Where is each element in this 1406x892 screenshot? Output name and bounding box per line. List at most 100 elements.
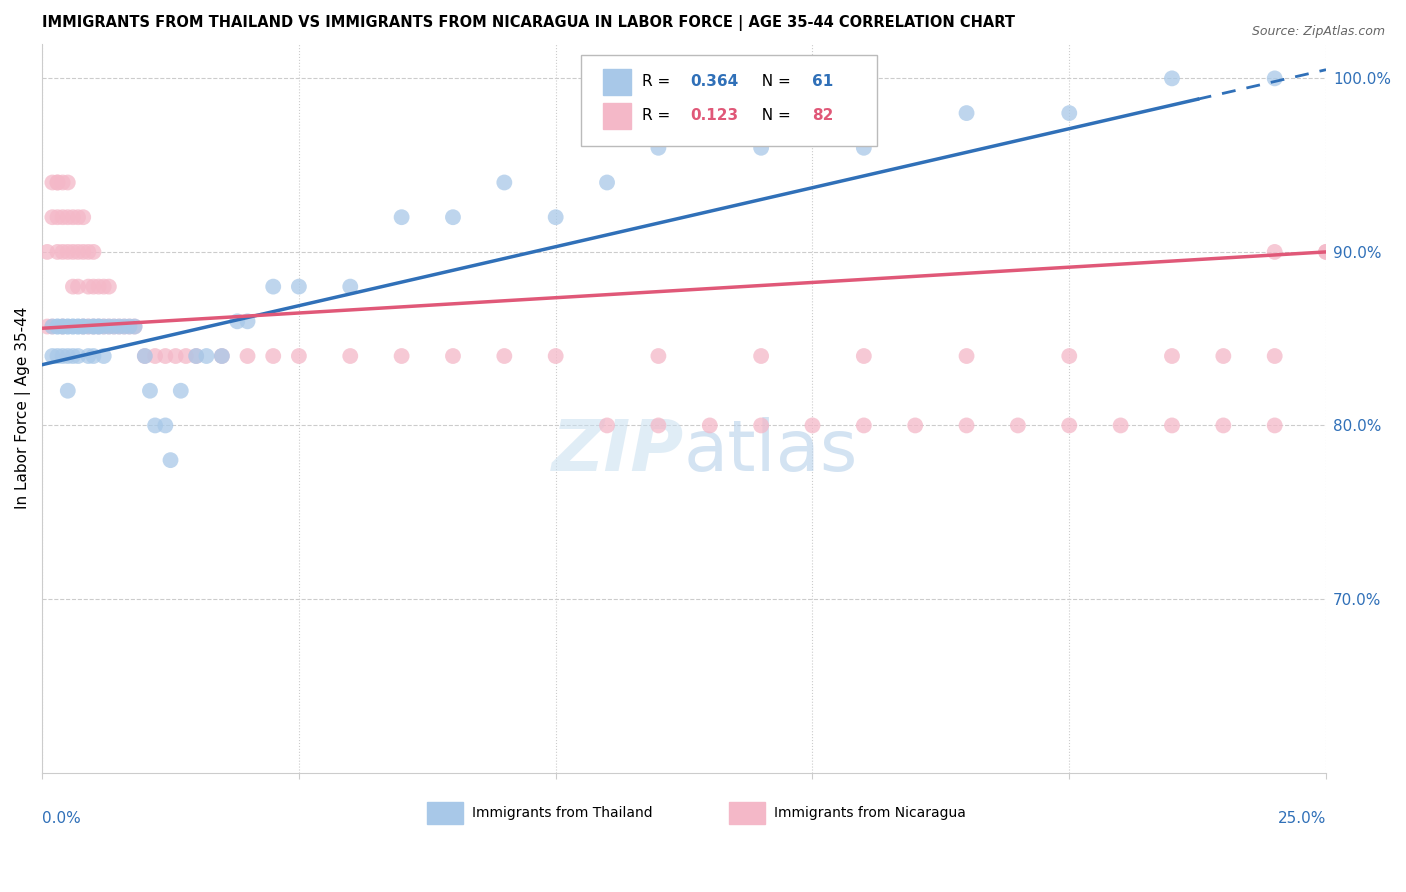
Point xyxy=(596,418,619,433)
Point xyxy=(87,319,110,334)
Text: IMMIGRANTS FROM THAILAND VS IMMIGRANTS FROM NICARAGUA IN LABOR FORCE | AGE 35-44: IMMIGRANTS FROM THAILAND VS IMMIGRANTS F… xyxy=(42,15,1015,31)
Point xyxy=(97,279,120,293)
Point xyxy=(226,314,249,328)
Point xyxy=(72,244,94,259)
Bar xyxy=(427,802,463,823)
Point xyxy=(97,319,120,334)
Point xyxy=(41,319,63,334)
Point xyxy=(82,279,104,293)
Point xyxy=(236,314,259,328)
Point xyxy=(699,418,721,433)
Point xyxy=(118,319,141,334)
Point xyxy=(52,319,75,334)
Point xyxy=(749,349,772,363)
Point xyxy=(41,176,63,190)
Point xyxy=(97,319,120,334)
Point xyxy=(93,319,115,334)
Text: 25.0%: 25.0% xyxy=(1278,811,1326,826)
Point xyxy=(155,418,177,433)
Point xyxy=(1264,349,1286,363)
Point xyxy=(165,349,187,363)
Point xyxy=(56,176,79,190)
Text: R =: R = xyxy=(641,74,675,89)
Text: 0.123: 0.123 xyxy=(690,108,738,123)
Bar xyxy=(603,103,631,129)
Point xyxy=(955,349,977,363)
Point xyxy=(62,244,84,259)
Point xyxy=(82,319,104,334)
Point xyxy=(72,319,94,334)
Point xyxy=(41,210,63,224)
Point xyxy=(62,210,84,224)
Point xyxy=(67,349,90,363)
Point xyxy=(955,106,977,120)
Point xyxy=(46,176,69,190)
Point xyxy=(852,349,875,363)
Point xyxy=(93,349,115,363)
Point xyxy=(1007,418,1029,433)
Point xyxy=(52,176,75,190)
Point xyxy=(211,349,233,363)
Point xyxy=(391,210,413,224)
Point xyxy=(67,244,90,259)
Point xyxy=(801,418,824,433)
Point xyxy=(544,349,567,363)
Point xyxy=(1212,349,1234,363)
Point xyxy=(52,244,75,259)
Y-axis label: In Labor Force | Age 35-44: In Labor Force | Age 35-44 xyxy=(15,307,31,509)
Point xyxy=(596,176,619,190)
Point xyxy=(494,349,516,363)
Point xyxy=(82,349,104,363)
Point xyxy=(62,279,84,293)
Point xyxy=(72,319,94,334)
Point xyxy=(87,319,110,334)
Point xyxy=(904,418,927,433)
Point xyxy=(56,319,79,334)
Point xyxy=(56,349,79,363)
Point xyxy=(749,141,772,155)
Text: 82: 82 xyxy=(813,108,834,123)
Point xyxy=(1059,106,1081,120)
Point xyxy=(494,176,516,190)
Text: atlas: atlas xyxy=(685,417,859,486)
Point xyxy=(118,319,141,334)
Point xyxy=(262,349,284,363)
Point xyxy=(1264,244,1286,259)
Point xyxy=(852,418,875,433)
Point xyxy=(391,349,413,363)
Text: Source: ZipAtlas.com: Source: ZipAtlas.com xyxy=(1251,25,1385,38)
Point xyxy=(262,279,284,293)
Text: 0.0%: 0.0% xyxy=(42,811,82,826)
Point xyxy=(93,319,115,334)
Point xyxy=(82,244,104,259)
Point xyxy=(103,319,125,334)
Point xyxy=(143,418,166,433)
Text: 0.364: 0.364 xyxy=(690,74,738,89)
Point xyxy=(1059,349,1081,363)
Point xyxy=(67,319,90,334)
Point xyxy=(77,319,100,334)
Point xyxy=(46,210,69,224)
Point xyxy=(41,319,63,334)
Point xyxy=(647,141,669,155)
Point xyxy=(186,349,208,363)
Point xyxy=(195,349,218,363)
Point xyxy=(62,319,84,334)
Point xyxy=(52,319,75,334)
Point xyxy=(82,319,104,334)
Point xyxy=(155,349,177,363)
Point xyxy=(339,349,361,363)
Point xyxy=(77,244,100,259)
Point xyxy=(1161,349,1184,363)
Point xyxy=(87,279,110,293)
Point xyxy=(67,210,90,224)
Point xyxy=(87,319,110,334)
Point xyxy=(52,349,75,363)
FancyBboxPatch shape xyxy=(581,54,877,145)
Point xyxy=(108,319,131,334)
Point xyxy=(1264,71,1286,86)
Point xyxy=(288,349,311,363)
Text: ZIP: ZIP xyxy=(551,417,685,486)
Point xyxy=(56,244,79,259)
Text: N =: N = xyxy=(752,74,796,89)
